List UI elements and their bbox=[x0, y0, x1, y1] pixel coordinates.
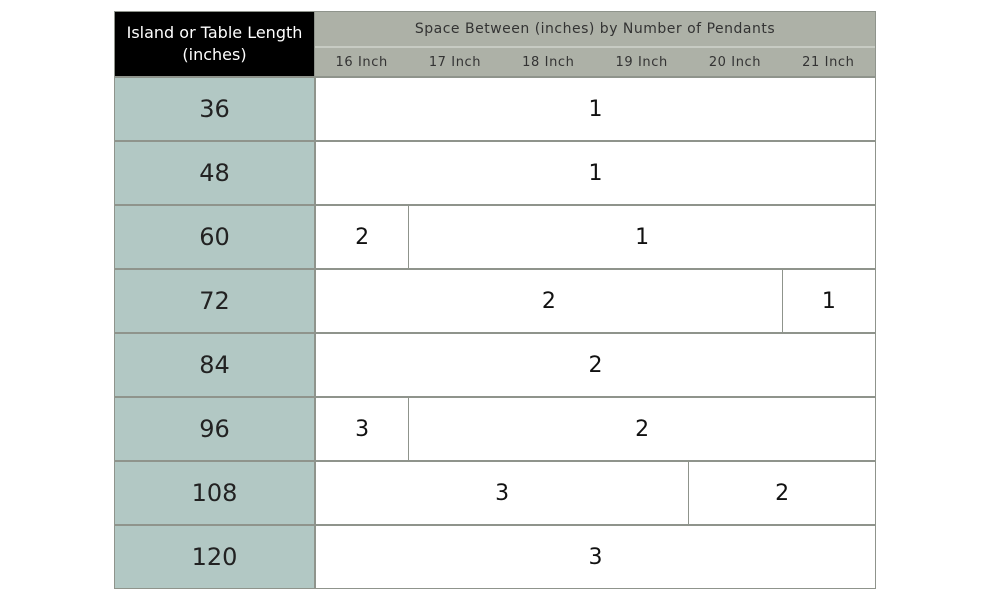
row-header-length: 84 bbox=[115, 332, 315, 396]
column-header: 20 Inch bbox=[688, 48, 782, 76]
pendant-count-cell: 1 bbox=[315, 76, 875, 140]
pendant-count-cell: 2 bbox=[315, 268, 782, 332]
pendant-count-cell: 2 bbox=[408, 396, 875, 460]
pendant-count-cell: 3 bbox=[315, 460, 689, 524]
row-header-length: 36 bbox=[115, 76, 315, 140]
row-header-length: 60 bbox=[115, 204, 315, 268]
pendant-count-cell: 2 bbox=[315, 332, 875, 396]
row-header-length: 108 bbox=[115, 460, 315, 524]
pendant-count-cell: 2 bbox=[688, 460, 875, 524]
column-header: 19 Inch bbox=[595, 48, 689, 76]
column-header: 17 Inch bbox=[408, 48, 502, 76]
row-header-length: 48 bbox=[115, 140, 315, 204]
pendant-count-cell: 1 bbox=[315, 140, 875, 204]
pendant-count-cell: 1 bbox=[781, 268, 875, 332]
pendant-count-cell: 3 bbox=[315, 524, 875, 588]
row-header-length: 72 bbox=[115, 268, 315, 332]
pendant-count-cell: 2 bbox=[315, 204, 409, 268]
column-header: 18 Inch bbox=[501, 48, 595, 76]
column-header: 21 Inch bbox=[781, 48, 875, 76]
pendant-count-cell: 1 bbox=[408, 204, 875, 268]
column-header: 16 Inch bbox=[315, 48, 409, 76]
row-header-length: 96 bbox=[115, 396, 315, 460]
table-title: Space Between (inches) by Number of Pend… bbox=[315, 12, 875, 48]
row-header-length: 120 bbox=[115, 524, 315, 588]
pendant-count-cell: 3 bbox=[315, 396, 409, 460]
pendant-spacing-table: Island or Table Length (inches) Space Be… bbox=[114, 11, 876, 589]
corner-header: Island or Table Length (inches) bbox=[115, 12, 315, 76]
